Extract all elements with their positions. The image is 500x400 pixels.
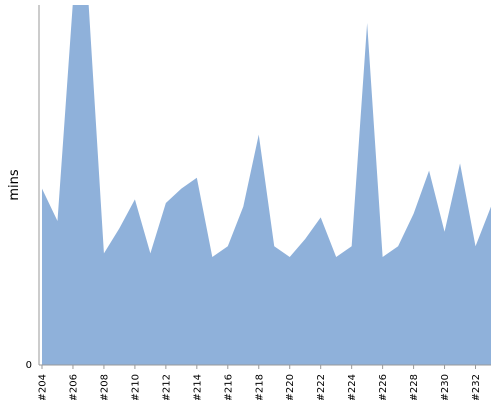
x-tick-label: #210 [130, 374, 141, 400]
y-axis-ticks: 0 [26, 360, 32, 371]
x-tick-label: #214 [192, 374, 203, 400]
x-tick-label: #206 [68, 374, 79, 400]
x-tick-label: #220 [285, 374, 296, 400]
x-tick-label: #230 [440, 374, 451, 400]
x-tick-label: #228 [409, 374, 420, 400]
x-tick-label: #222 [316, 374, 327, 400]
x-tick-label: #212 [161, 374, 172, 400]
x-tick-label: #204 [38, 374, 49, 400]
area-series-0 [42, 5, 491, 365]
y-axis-title: mins [7, 169, 22, 201]
x-tick-label: #226 [378, 374, 389, 400]
y-tick-label: 0 [26, 360, 32, 371]
x-tick-label: #224 [347, 374, 358, 400]
x-axis-ticks: #204 #206 #208 #210 #212 #214 #216 #218 #220 #222… [38, 365, 482, 400]
plot-area [42, 5, 491, 365]
x-tick-label: #216 [223, 374, 234, 400]
x-tick-label: #208 [99, 374, 110, 400]
x-tick-label: #218 [254, 374, 265, 400]
x-tick-label: #232 [471, 374, 482, 400]
